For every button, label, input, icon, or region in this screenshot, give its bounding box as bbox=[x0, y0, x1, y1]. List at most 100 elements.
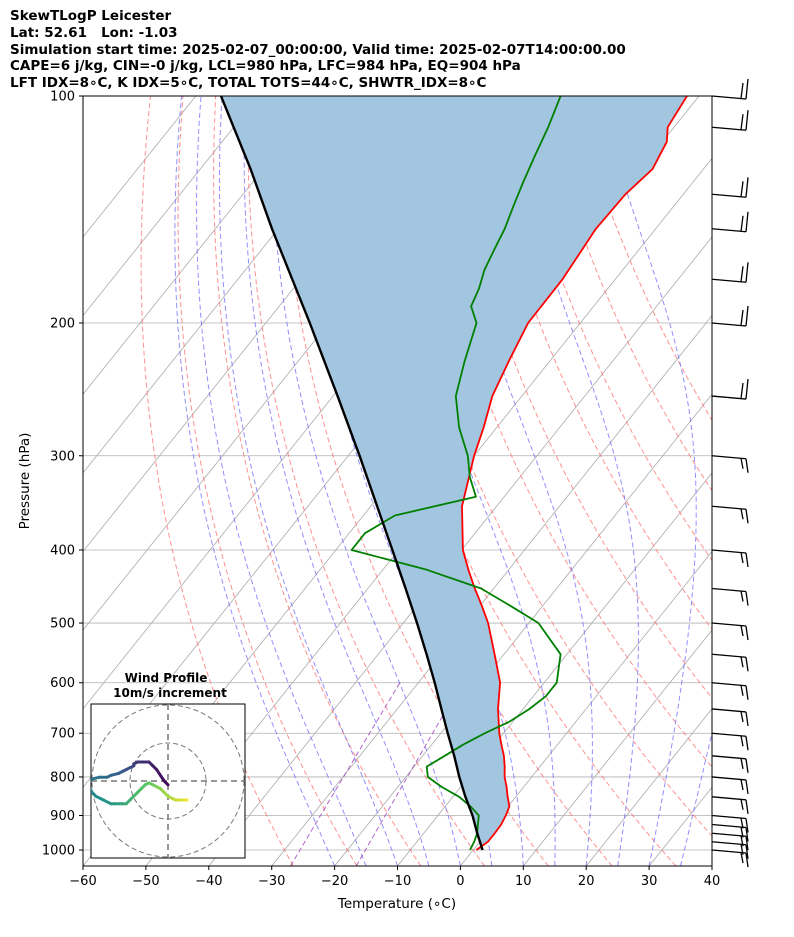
series-layer bbox=[219, 96, 688, 851]
wind-barb-flag bbox=[745, 458, 749, 473]
wind-barb-flag bbox=[740, 508, 744, 520]
ticks-layer: −60 −50 −40 −30 −20 −10 0 10 20 30 40 1000 900 800 700… bbox=[42, 90, 720, 890]
x-tick-label: −10 bbox=[384, 874, 411, 889]
wind-barb-flag bbox=[740, 852, 744, 864]
wind-barb bbox=[711, 653, 749, 672]
wind-barb bbox=[711, 776, 749, 795]
wind-barb-flag bbox=[740, 82, 744, 99]
wind-barb-staff bbox=[711, 653, 747, 658]
wind-barb-flag bbox=[740, 835, 744, 847]
isotherm-line bbox=[334, 393, 712, 866]
y-tick-label: 200 bbox=[50, 316, 75, 331]
wind-barb bbox=[711, 832, 749, 851]
isotherm-line bbox=[271, 314, 712, 866]
wind-barb-staff bbox=[711, 622, 747, 627]
wind-barb-staff bbox=[711, 814, 747, 820]
wind-barb-flag bbox=[740, 266, 744, 282]
wind-barb-flag bbox=[745, 827, 749, 842]
x-tick-label: −50 bbox=[132, 874, 159, 889]
wind-barb bbox=[711, 849, 749, 868]
wind-barb-flag bbox=[740, 309, 744, 326]
wind-barb-flag bbox=[745, 736, 749, 751]
mixing-ratio-line bbox=[290, 682, 401, 866]
wind-barb-flag bbox=[740, 758, 744, 769]
dry-adiabat-line bbox=[475, 96, 712, 631]
wind-barb bbox=[711, 505, 749, 524]
wind-barb-staff bbox=[711, 228, 747, 233]
wind-barb-staff bbox=[711, 322, 747, 327]
wind-barb-staff bbox=[711, 549, 747, 554]
x-tick-label: 10 bbox=[515, 874, 532, 889]
moist-adiabat-line bbox=[243, 96, 430, 866]
wind-barb-flag bbox=[740, 552, 744, 564]
y-tick-label: 800 bbox=[50, 770, 75, 785]
wind-barb-staff bbox=[711, 823, 747, 829]
hodograph-layer bbox=[91, 704, 245, 858]
wind-barb-flag bbox=[740, 382, 744, 399]
wind-barb bbox=[711, 78, 749, 100]
wind-barb-staff bbox=[711, 126, 747, 131]
wind-barb-flag bbox=[745, 625, 749, 641]
wind-barb-flag bbox=[740, 114, 744, 130]
wind-barb-staff bbox=[711, 776, 747, 781]
isotherm-line bbox=[648, 786, 712, 866]
wind-barb-flag bbox=[740, 735, 744, 747]
wind-barb-flag bbox=[745, 711, 749, 727]
wind-barb bbox=[711, 587, 749, 606]
wind-barb bbox=[711, 110, 749, 131]
wind-barb-staff bbox=[711, 505, 747, 510]
wind-barb-flag bbox=[745, 262, 749, 283]
inset-title: Wind Profile bbox=[125, 671, 208, 685]
wind-barb-staff bbox=[711, 832, 747, 837]
parcel-line bbox=[219, 96, 484, 851]
wind-barb-flag bbox=[740, 799, 744, 810]
dewpoint-line bbox=[350, 96, 562, 851]
wind-barb-flag bbox=[745, 685, 749, 700]
y-axis-label: Pressure (hPa) bbox=[17, 433, 33, 530]
y-tick-label: 700 bbox=[50, 727, 75, 742]
wind-barb bbox=[711, 262, 749, 283]
isotherm-line bbox=[83, 96, 197, 238]
wind-barb-flag bbox=[745, 509, 749, 524]
y-tick-label: 500 bbox=[50, 617, 75, 632]
wind-barb-staff bbox=[711, 455, 747, 460]
y-tick-label: 1000 bbox=[42, 844, 75, 859]
wind-barb-staff bbox=[711, 395, 747, 400]
title-line-1: SkewTLogP Leicester bbox=[10, 8, 172, 24]
moist-adiabat-line bbox=[174, 96, 336, 866]
isotherm-line bbox=[711, 865, 712, 866]
dry-adiabat-line bbox=[410, 96, 712, 768]
wind-barb-flag bbox=[740, 826, 744, 838]
wind-barbs bbox=[711, 78, 749, 868]
wind-barb-flag bbox=[740, 181, 744, 197]
chart-title-block: SkewTLogP Leicester Lat: 52.61 Lon: -1.03… bbox=[10, 8, 626, 92]
wind-barb-flag bbox=[745, 378, 749, 400]
wind-barb-staff bbox=[711, 193, 747, 198]
wind-barb bbox=[711, 305, 749, 327]
wind-barb-flag bbox=[740, 656, 744, 668]
wind-barb bbox=[711, 378, 749, 400]
wind-barb-flag bbox=[740, 844, 744, 855]
wind-barb-staff bbox=[711, 849, 747, 854]
wind-barb-staff bbox=[711, 682, 747, 687]
dry-adiabat-line bbox=[140, 96, 294, 866]
x-tick-label: −60 bbox=[69, 874, 96, 889]
wind-barb bbox=[711, 732, 749, 751]
temperature-line bbox=[461, 96, 688, 851]
wind-barb-flag bbox=[745, 591, 749, 606]
x-tick-label: −30 bbox=[258, 874, 285, 889]
y-tick-label: 600 bbox=[50, 676, 75, 691]
x-tick-label: 30 bbox=[641, 874, 658, 889]
hodograph-segment bbox=[162, 779, 170, 787]
isotherm-line bbox=[83, 96, 260, 317]
wind-barb-flag bbox=[745, 758, 749, 773]
wind-barb-staff bbox=[711, 755, 747, 760]
wind-barb bbox=[711, 455, 749, 473]
x-tick-label: 20 bbox=[578, 874, 595, 889]
wind-barb bbox=[711, 549, 749, 568]
wind-barb-flag bbox=[745, 852, 749, 868]
mixing-ratio-line bbox=[355, 682, 463, 866]
wind-barb bbox=[711, 682, 749, 700]
wind-barb-flag bbox=[745, 177, 749, 198]
wind-barb-flag bbox=[740, 779, 744, 791]
